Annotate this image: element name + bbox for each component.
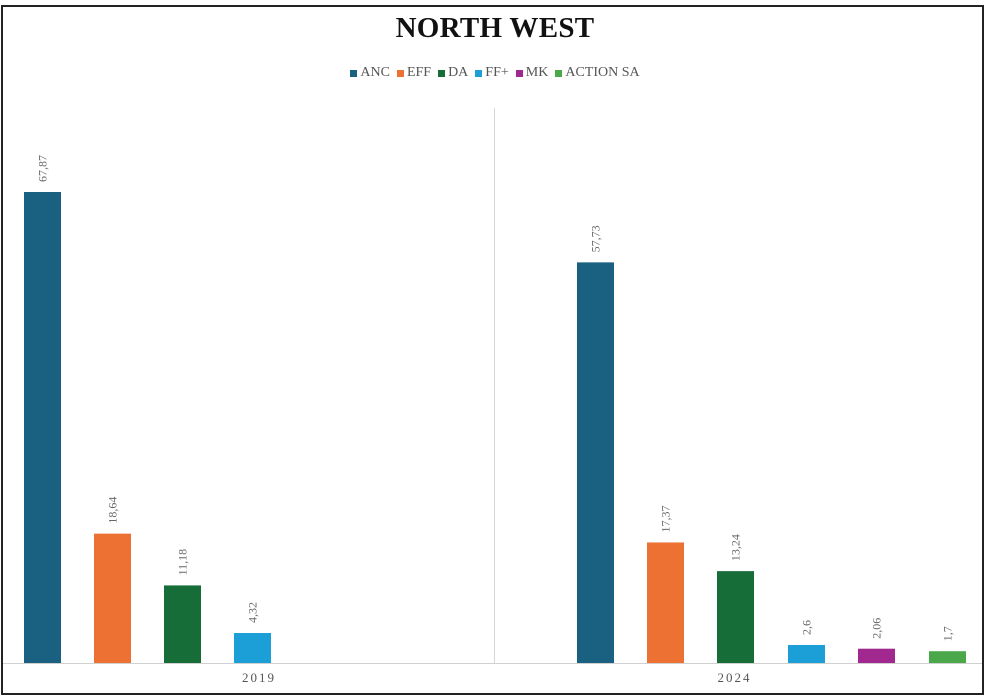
bar-anc-2024 [577, 262, 614, 663]
legend-item-eff: EFF [396, 65, 432, 81]
data-label-eff-2024: 17,37 [659, 505, 673, 532]
legend-label-eff: EFF [406, 65, 432, 80]
data-label-action-sa-2024: 1,7 [941, 626, 955, 641]
legend-item-mk: MK [515, 65, 549, 81]
data-label-anc-2019: 67,87 [36, 155, 50, 182]
legend: ANC EFF DA FF+ MK ACTION SA [0, 65, 990, 81]
legend-label-action-sa: ACTION SA [565, 65, 640, 80]
legend-swatch-da [438, 69, 446, 77]
data-label-da-2024: 13,24 [729, 534, 743, 561]
bar-ff-2019 [234, 633, 271, 663]
bar-anc-2019 [24, 192, 61, 663]
legend-label-ff: FF+ [485, 65, 509, 80]
data-label-anc-2024: 57,73 [589, 225, 603, 252]
data-label-mk-2024: 2,06 [870, 618, 884, 639]
legend-item-anc: ANC [350, 65, 390, 81]
bar-eff-2019 [94, 533, 131, 663]
legend-swatch-action-sa [555, 69, 563, 77]
bar-eff-2024 [647, 542, 684, 663]
bar-da-2024 [717, 571, 754, 663]
legend-swatch-anc [350, 69, 358, 77]
bar-mk-2024 [858, 648, 895, 663]
data-label-da-2019: 11,18 [176, 549, 190, 576]
legend-swatch-mk [515, 69, 523, 77]
chart-frame [1, 5, 984, 695]
legend-item-da: DA [438, 65, 468, 81]
legend-swatch-ff [475, 69, 483, 77]
category-label-2024: 2024 [718, 670, 752, 685]
bar-ff-2024 [788, 644, 825, 663]
bar-da-2019 [164, 585, 201, 663]
category-label-2019: 2019 [242, 670, 276, 685]
legend-swatch-eff [396, 69, 404, 77]
legend-item-ff: FF+ [475, 65, 509, 81]
data-label-ff-2024: 2,6 [800, 620, 814, 635]
legend-label-da: DA [448, 65, 469, 80]
data-label-eff-2019: 18,64 [106, 497, 120, 524]
legend-label-anc: ANC [360, 65, 390, 80]
chart-title: NORTH WEST [395, 12, 595, 44]
legend-label-mk: MK [525, 65, 549, 80]
data-label-ff-2019: 4,32 [246, 602, 260, 623]
bar-action-sa-2024 [929, 651, 966, 663]
legend-item-action-sa: ACTION SA [555, 65, 640, 81]
